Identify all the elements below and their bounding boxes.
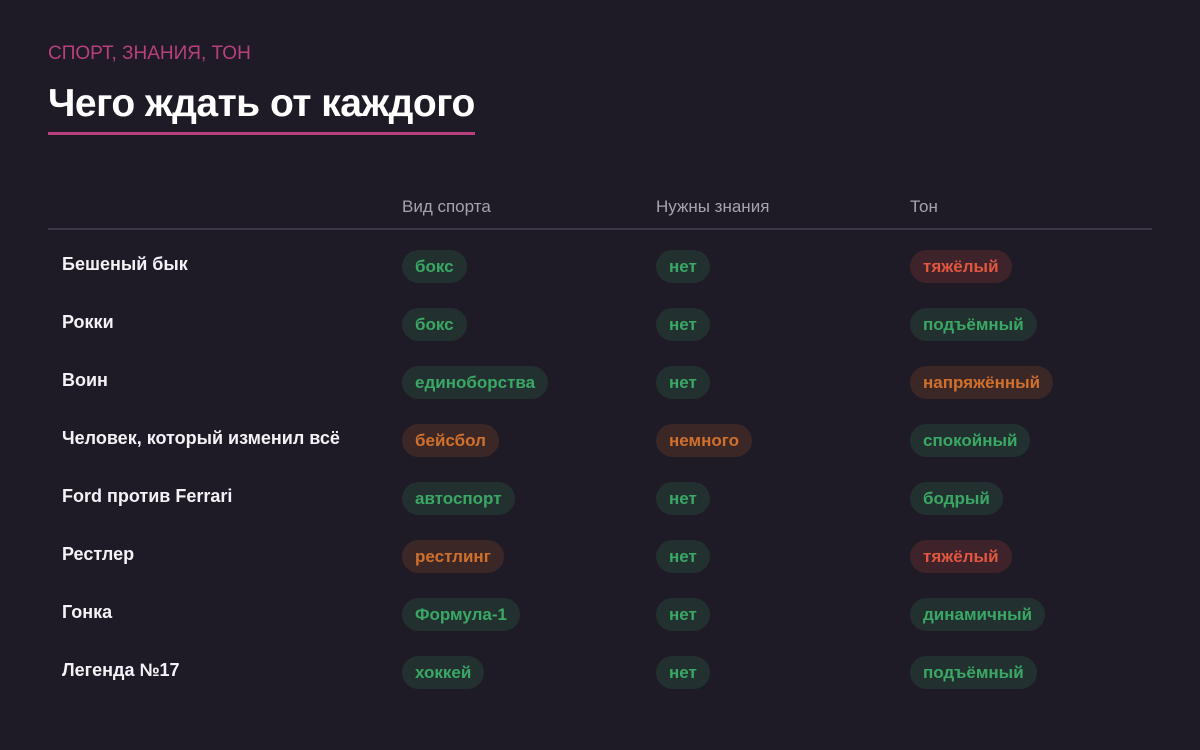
tag-pill: нет	[656, 598, 710, 631]
row-title: Гонка	[62, 602, 113, 622]
tag-pill: бейсбол	[402, 424, 499, 457]
tag-pill: единоборства	[402, 366, 549, 399]
tag-pill: нет	[656, 308, 710, 341]
tag-pill: спокойный	[910, 424, 1031, 457]
tag-pill: Формула-1	[402, 598, 521, 631]
tag-pill: хоккей	[402, 656, 485, 689]
row-title: Рокки	[62, 312, 114, 332]
tag-pill: нет	[656, 482, 710, 515]
tag-pill: подъёмный	[910, 308, 1037, 341]
tag-pill: немного	[656, 424, 752, 457]
tag-pill: подъёмный	[910, 656, 1037, 689]
row-title: Ford против Ferrari	[62, 486, 233, 506]
tag-pill: нет	[656, 656, 710, 689]
row-title: Бешеный бык	[62, 254, 188, 274]
tag-pill: динамичный	[910, 598, 1046, 631]
row-title: Рестлер	[62, 544, 135, 564]
tag-pill: рестлинг	[402, 540, 504, 573]
header-rule	[48, 228, 1152, 230]
column-header: Вид спорта	[402, 197, 491, 216]
row-title: Воин	[62, 370, 108, 390]
eyebrow: СПОРТ, ЗНАНИЯ, ТОН	[48, 43, 251, 64]
tag-pill: бокс	[402, 308, 467, 341]
tag-pill: бокс	[402, 250, 467, 283]
column-header: Тон	[910, 197, 938, 216]
row-title: Человек, который изменил всё	[62, 428, 340, 448]
page-title: Чего ждать от каждого	[48, 82, 475, 135]
tag-pill: нет	[656, 540, 710, 573]
tag-pill: нет	[656, 250, 710, 283]
tag-pill: автоспорт	[402, 482, 515, 515]
column-header: Нужны знания	[656, 197, 770, 216]
row-title: Легенда №17	[62, 660, 180, 680]
tag-pill: тяжёлый	[910, 540, 1012, 573]
tag-pill: бодрый	[910, 482, 1003, 515]
tag-pill: напряжённый	[910, 366, 1054, 399]
tag-pill: нет	[656, 366, 710, 399]
tag-pill: тяжёлый	[910, 250, 1012, 283]
